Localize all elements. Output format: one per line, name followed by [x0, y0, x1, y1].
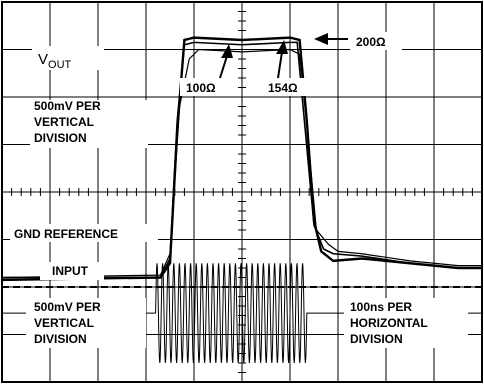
time-scale-bg [344, 298, 468, 348]
arrow-100-head [221, 44, 233, 58]
input-label-bg [40, 262, 104, 280]
label-100-bg [180, 78, 232, 96]
series-input [2, 263, 483, 364]
vout-label: VOUT [38, 51, 72, 71]
time-scale-line2: HORIZONTAL [350, 316, 428, 330]
label-100-ohm: 100Ω [186, 81, 216, 95]
series-154-ohm [2, 41, 482, 279]
input-scale-line2: VERTICAL [34, 316, 94, 330]
label-200-bg [350, 32, 402, 50]
series-100-ohm [1, 48, 482, 279]
arrow-100-shaft [219, 55, 228, 79]
label-154-ohm: 154Ω [268, 81, 298, 95]
traces [1, 36, 483, 364]
input-scale-line1: 500mV PER [34, 300, 101, 314]
vout-scale-line3: DIVISION [34, 131, 87, 145]
input-scale-line3: DIVISION [34, 332, 87, 346]
gnd-reference-label: GND REFERENCE [14, 227, 118, 241]
arrow-154-shaft [277, 51, 283, 79]
label-154-bg [262, 78, 314, 96]
vout-label-sub: OUT [48, 59, 72, 71]
gnd-label-bg [10, 224, 158, 242]
input-scale-bg [26, 298, 146, 348]
vout-scale-bg [30, 100, 148, 148]
input-label: INPUT [52, 264, 89, 278]
vout-scale-line1: 500mV PER [34, 99, 101, 113]
arrow-154-head [276, 40, 288, 54]
time-scale-line1: 100ns PER [350, 300, 412, 314]
vout-scale-line2: VERTICAL [34, 115, 94, 129]
arrow-200-head [314, 33, 328, 45]
vout-label-main: V [38, 51, 48, 68]
time-scale-line3: DIVISION [350, 332, 403, 346]
labels: VOUT 500mV PER VERTICAL DIVISION GND REF… [10, 32, 468, 348]
vout-label-bg [32, 46, 104, 70]
label-200-ohm: 200Ω [356, 35, 386, 49]
